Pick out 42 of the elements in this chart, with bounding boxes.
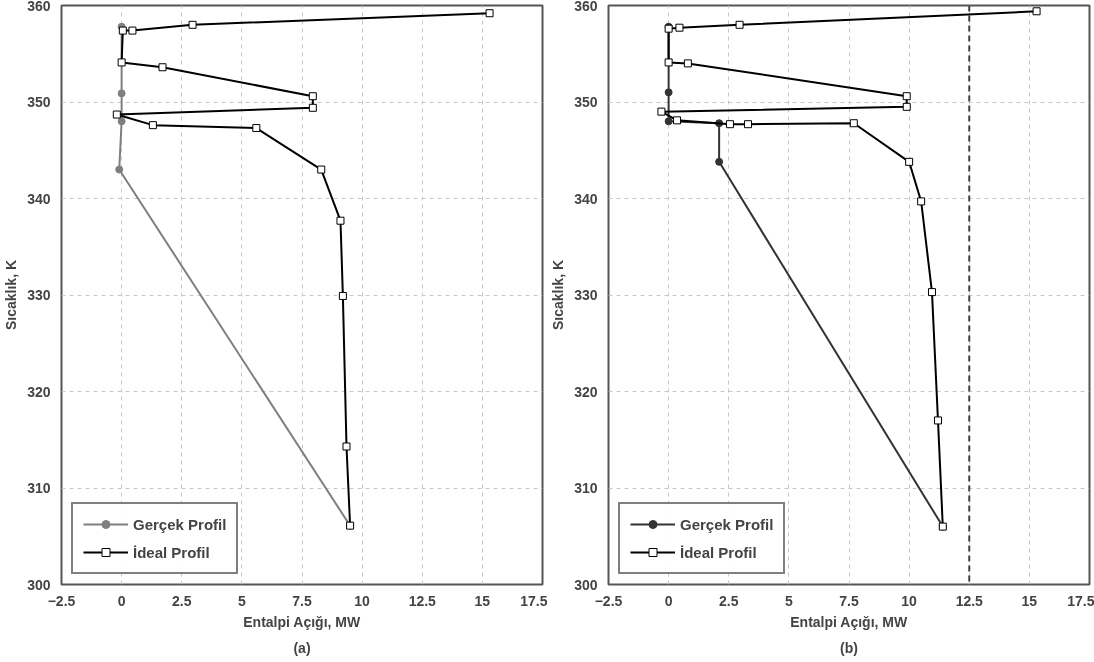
text: (a) bbox=[293, 639, 311, 656]
y-tick-label: 320 bbox=[27, 383, 51, 400]
y-tick-label: 300 bbox=[574, 576, 598, 593]
y-tick-label: 350 bbox=[27, 94, 51, 110]
y-tick-label: 310 bbox=[27, 480, 51, 496]
x-tick-label: 2.5 bbox=[719, 592, 739, 609]
y-tick-label: 350 bbox=[574, 94, 598, 110]
y-axis-title: Sıcaklık, K bbox=[550, 259, 567, 331]
x-tick-label: 15 bbox=[1021, 592, 1038, 609]
y-axis-title: Sıcaklık, K bbox=[3, 259, 20, 331]
legend-label: Gerçek Profil bbox=[133, 515, 227, 533]
legend-label: İdeal Profil bbox=[133, 543, 210, 561]
y-tick-label: 310 bbox=[574, 480, 598, 496]
y-tick-label: 330 bbox=[574, 287, 598, 303]
x-tick-label: 17.5 bbox=[1067, 592, 1094, 609]
x-tick-label: 10 bbox=[901, 592, 918, 609]
x-tick-label: 7.5 bbox=[839, 592, 859, 609]
x-axis-title: Entalpi Açığı, MW bbox=[790, 613, 908, 630]
y-tick-label: 320 bbox=[574, 383, 598, 400]
x-tick-label: 12.5 bbox=[955, 592, 984, 609]
x-tick-label: 0 bbox=[117, 592, 126, 609]
y-tick-label: 360 bbox=[574, 0, 598, 14]
x-tick-label: 2.5 bbox=[172, 592, 192, 609]
x-tick-label: 5 bbox=[784, 592, 793, 609]
x-tick-label: 0 bbox=[664, 592, 673, 609]
x-tick-label: 10 bbox=[354, 592, 371, 609]
y-tick-label: 360 bbox=[27, 0, 51, 14]
x-tick-label: 12.5 bbox=[408, 592, 437, 609]
x-tick-label: −2.5 bbox=[594, 592, 623, 609]
y-tick-label: 300 bbox=[27, 576, 51, 593]
x-tick-label: 5 bbox=[237, 592, 246, 609]
legend-label: Gerçek Profil bbox=[680, 515, 774, 533]
y-tick-label: 330 bbox=[27, 287, 51, 303]
y-tick-label: 340 bbox=[574, 190, 598, 207]
x-tick-label: 17.5 bbox=[520, 592, 548, 609]
x-tick-label: 15 bbox=[474, 592, 491, 609]
x-tick-label: −2.5 bbox=[47, 592, 76, 609]
text: (b) bbox=[840, 639, 858, 656]
x-axis-title: Entalpi Açığı, MW bbox=[243, 613, 361, 630]
x-tick-label: 7.5 bbox=[292, 592, 312, 609]
y-tick-label: 340 bbox=[27, 190, 51, 207]
legend-label: İdeal Profil bbox=[680, 543, 757, 561]
